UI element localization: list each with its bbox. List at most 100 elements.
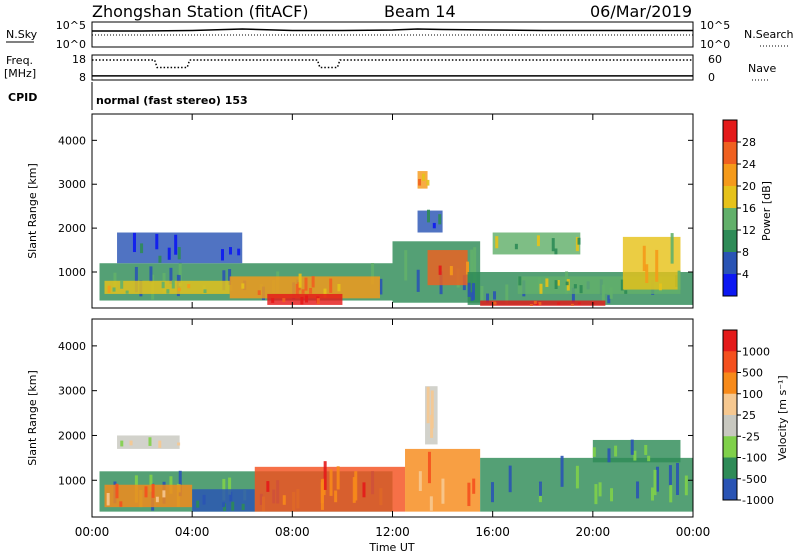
heatmap-cell bbox=[493, 301, 497, 305]
heatmap-cell bbox=[120, 280, 124, 289]
colorbar-tick-label: 24 bbox=[742, 158, 756, 171]
heatmap-cell bbox=[653, 469, 657, 496]
heatmap-cell bbox=[106, 493, 110, 506]
heatmap-cell bbox=[178, 470, 182, 497]
heatmap-cell bbox=[223, 503, 227, 512]
heatmap-cell bbox=[669, 484, 673, 503]
heatmap-region bbox=[592, 439, 681, 463]
heatmap-cell bbox=[140, 243, 144, 254]
heatmap-cell bbox=[441, 478, 445, 504]
heatmap-cell bbox=[155, 496, 159, 503]
heatmap-cell bbox=[570, 303, 574, 306]
colorbar-swatch bbox=[723, 330, 737, 352]
heatmap-cell bbox=[426, 386, 430, 424]
y-tick-label: 2000 bbox=[58, 222, 86, 235]
colorbar-tick-label: -1000 bbox=[742, 494, 774, 507]
heatmap-cell bbox=[418, 178, 422, 186]
heatmap-cell bbox=[554, 248, 558, 255]
heatmap-cell bbox=[644, 444, 648, 455]
heatmap-region bbox=[492, 232, 581, 255]
heatmap-cell bbox=[514, 243, 518, 250]
colorbar-swatch bbox=[723, 478, 737, 501]
y-tick-label: 3000 bbox=[58, 178, 86, 191]
y-tick-label: 4000 bbox=[58, 134, 86, 147]
heatmap-cell bbox=[467, 482, 471, 507]
heatmap-cell bbox=[538, 302, 542, 306]
heatmap-cell bbox=[379, 278, 383, 295]
colorbar-swatch bbox=[723, 274, 737, 297]
heatmap-cell bbox=[323, 288, 327, 298]
heatmap-cell bbox=[151, 483, 155, 498]
colorbar-swatch bbox=[723, 393, 737, 416]
y-tick-label: 1000 bbox=[58, 474, 86, 487]
heatmap-cell bbox=[575, 237, 579, 252]
heatmap-cell bbox=[174, 234, 178, 255]
heatmap-cell bbox=[220, 249, 224, 261]
heatmap-cell bbox=[187, 284, 191, 289]
y-tick-label: 2000 bbox=[58, 429, 86, 442]
heatmap-cell bbox=[222, 502, 226, 507]
colorbar-tick-label: -25 bbox=[742, 430, 760, 443]
time-axis: 00:00 04:00 08:00 12:00 16:00 20:00 00:00 bbox=[75, 114, 710, 539]
heatmap-cell bbox=[535, 303, 539, 306]
heatmap-cell bbox=[129, 440, 133, 446]
heatmap-cell bbox=[416, 269, 420, 292]
power-ylabel: Slant Range [km] bbox=[26, 163, 39, 259]
heatmap-cell bbox=[430, 414, 434, 438]
heatmap-cell bbox=[158, 255, 162, 263]
heatmap-cell bbox=[545, 278, 549, 287]
heatmap-cell bbox=[565, 281, 569, 286]
heatmap-cell bbox=[449, 266, 453, 276]
heatmap-cell bbox=[161, 281, 165, 289]
heatmap-cell bbox=[155, 233, 159, 250]
power-heatmap-marks bbox=[99, 171, 693, 307]
heatmap-cell bbox=[607, 448, 611, 463]
x-tick-label: 16:00 bbox=[475, 525, 510, 539]
colorbar-tick-label: 16 bbox=[742, 202, 756, 215]
nsearch-label: N.Search bbox=[744, 28, 794, 41]
nave-tick-bottom: 0 bbox=[708, 71, 715, 84]
station-title: Zhongshan Station (fitACF) bbox=[92, 2, 309, 21]
heatmap-cell bbox=[560, 455, 564, 487]
x-tick-label: 04:00 bbox=[175, 525, 210, 539]
heatmap-cell bbox=[495, 236, 499, 249]
power-y-axis: 1000 2000 3000 4000 bbox=[58, 134, 693, 279]
heatmap-cell bbox=[473, 247, 477, 284]
heatmap-cell bbox=[334, 490, 338, 503]
heatmap-cell bbox=[422, 173, 426, 182]
heatmap-cell bbox=[470, 292, 474, 301]
freq-label-line2: [MHz] bbox=[4, 67, 36, 80]
heatmap-cell bbox=[305, 295, 309, 303]
heatmap-cell bbox=[633, 450, 637, 461]
heatmap-cell bbox=[311, 276, 315, 288]
colorbar-swatch bbox=[723, 208, 737, 231]
heatmap-cell bbox=[309, 288, 313, 294]
heatmap-cell bbox=[647, 455, 651, 462]
heatmap-cell bbox=[171, 280, 175, 289]
heatmap-cell bbox=[551, 238, 555, 252]
heatmap-cell bbox=[301, 289, 305, 294]
heatmap-region bbox=[192, 489, 255, 512]
heatmap-cell bbox=[149, 266, 153, 283]
heatmap-cell bbox=[577, 237, 581, 245]
beam-label: Beam 14 bbox=[384, 2, 456, 21]
nave-label: Nave bbox=[748, 62, 776, 75]
heatmap-cell bbox=[132, 232, 136, 253]
x-tick-label: 20:00 bbox=[576, 525, 611, 539]
heatmap-cell bbox=[427, 209, 431, 223]
power-colorbar-label: Power [dB] bbox=[760, 181, 773, 241]
heatmap-cell bbox=[557, 302, 561, 305]
heatmap-cell bbox=[438, 214, 442, 225]
heatmap-region bbox=[104, 280, 230, 294]
heatmap-cell bbox=[554, 280, 558, 289]
heatmap-cell bbox=[134, 266, 138, 293]
velocity-colorbar-label: Velocity [m s⁻¹] bbox=[776, 375, 789, 460]
heatmap-cell bbox=[177, 287, 181, 292]
heatmap-cell bbox=[579, 285, 583, 294]
colorbar-swatch bbox=[723, 142, 737, 165]
heatmap-cell bbox=[470, 249, 474, 274]
colorbar-swatch bbox=[723, 164, 737, 187]
heatmap-cell bbox=[645, 264, 649, 283]
heatmap-region bbox=[104, 484, 193, 508]
nsky-tick-top: 10^5 bbox=[56, 19, 86, 32]
